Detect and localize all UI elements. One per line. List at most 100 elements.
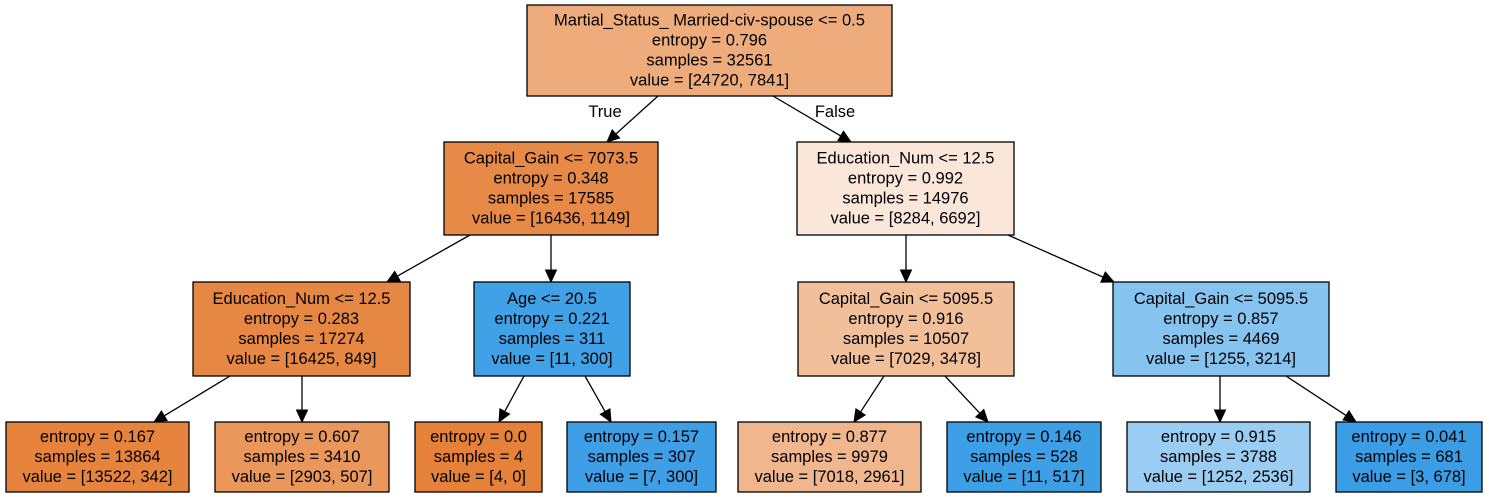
edge-n2-n6: [1007, 234, 1104, 278]
node-text-line: samples = 528: [970, 448, 1078, 466]
node-text-line: entropy = 0.348: [493, 170, 608, 188]
node-text-line: Capital_Gain <= 5095.5: [819, 290, 993, 308]
arrowhead-n3-n8: [295, 409, 309, 424]
arrowhead-n3-n7: [152, 410, 168, 423]
node-text-line: entropy = 0.0: [430, 428, 527, 446]
node-text-line: entropy = 0.041: [1351, 428, 1466, 446]
arrowhead-n6-n13: [1213, 409, 1227, 424]
tree-node-n8: entropy = 0.607 samples = 3410 value = [29…: [214, 421, 390, 493]
tree-node-n10: entropy = 0.157 samples = 307 value = [7, …: [566, 421, 717, 493]
tree-node-n7: entropy = 0.167 samples = 13864 value = [1…: [5, 421, 190, 493]
edge-n0-n2: [772, 95, 841, 137]
node-text-line: samples = 3410: [244, 448, 361, 466]
node-text-line: samples = 311: [499, 330, 606, 348]
node-text-line: value = [11, 300]: [491, 350, 612, 368]
node-text-line: entropy = 0.992: [848, 170, 963, 188]
tree-node-n4: Age <= 20.5 entropy = 0.221 samples = 311 v…: [473, 281, 631, 377]
node-text-line: entropy = 0.157: [584, 428, 699, 446]
node-text-line: value = [7, 300]: [585, 468, 698, 486]
node-text-line: entropy = 0.146: [966, 428, 1081, 446]
node-text-line: Education_Num <= 12.5: [817, 150, 995, 168]
node-box: [796, 141, 1015, 236]
arrowhead-n0-n1: [606, 128, 621, 143]
edge-n0-n1: [615, 95, 659, 135]
node-text-line: samples = 681: [1355, 448, 1463, 466]
node-text-line: entropy = 0.167: [40, 428, 155, 446]
node-text-line: entropy = 0.916: [848, 310, 963, 328]
tree-node-n13: entropy = 0.915 samples = 3788 value = [12…: [1126, 421, 1311, 493]
node-text-line: samples = 14976: [842, 190, 968, 208]
node-text-line: samples = 4: [434, 448, 523, 466]
node-text-line: value = [16425, 849]: [227, 350, 377, 368]
node-text-line: entropy = 0.607: [244, 428, 359, 446]
node-text-line: entropy = 0.221: [494, 310, 609, 328]
node-text-line: entropy = 0.283: [244, 310, 359, 328]
edge-n3-n7: [163, 375, 231, 417]
node-text-line: value = [7029, 3478]: [831, 350, 981, 368]
edge-n1-n3: [397, 234, 471, 277]
edges-layer: [152, 95, 1358, 424]
edge-label-true: True: [588, 103, 621, 121]
node-text-line: samples = 10507: [843, 330, 969, 348]
node-text-line: value = [7018, 2961]: [755, 468, 905, 486]
node-box: [1112, 281, 1330, 377]
arrowhead-n2-n5: [899, 269, 913, 284]
node-text-line: value = [16436, 1149]: [472, 210, 630, 228]
node-box: [1126, 421, 1311, 493]
arrowhead-n4-n10: [599, 407, 612, 424]
tree-node-n9: entropy = 0.0 samples = 4 value = [4, 0]: [414, 421, 543, 493]
node-text-line: samples = 9979: [771, 448, 888, 466]
node-text-line: entropy = 0.877: [772, 428, 887, 446]
node-text-line: Age <= 20.5: [507, 290, 597, 308]
node-text-line: value = [1255, 3214]: [1146, 350, 1296, 368]
node-text-line: Capital_Gain <= 7073.5: [464, 150, 638, 168]
arrowhead-n1-n3: [385, 270, 402, 283]
tree-node-n11: entropy = 0.877 samples = 9979 value = [70…: [737, 421, 922, 493]
tree-node-n12: entropy = 0.146 samples = 528 value = [11,…: [946, 421, 1102, 493]
node-box: [797, 281, 1015, 377]
arrowhead-n6-n14: [1342, 409, 1358, 423]
node-text-line: samples = 17585: [488, 190, 614, 208]
tree-node-n5: Capital_Gain <= 5095.5 entropy = 0.916 sam…: [797, 281, 1015, 377]
arrowhead-n0-n2: [837, 130, 853, 143]
node-text-line: value = [11, 517]: [963, 468, 1084, 486]
nodes-layer: Martial_Status_ Married-civ-spouse <= 0.…: [5, 4, 1483, 493]
node-text-line: value = [8284, 6692]: [831, 210, 981, 228]
node-box: [737, 421, 922, 493]
tree-node-n1: Capital_Gain <= 7073.5 entropy = 0.348 sam…: [443, 141, 659, 236]
arrowhead-n5-n12: [974, 408, 989, 423]
node-text-line: samples = 32561: [646, 52, 772, 70]
node-box: [526, 4, 893, 97]
node-box: [473, 281, 631, 377]
edge-n6-n14: [1285, 375, 1347, 416]
node-text-line: Education_Num <= 12.5: [213, 290, 391, 308]
arrowhead-n4-n9: [498, 407, 511, 424]
node-text-line: entropy = 0.857: [1163, 310, 1278, 328]
tree-node-n6: Capital_Gain <= 5095.5 entropy = 0.857 sam…: [1112, 281, 1330, 377]
node-text-line: samples = 307: [588, 448, 696, 466]
node-box: [566, 421, 717, 493]
node-text-line: samples = 13864: [34, 448, 160, 466]
node-text-line: entropy = 0.796: [652, 32, 767, 50]
tree-node-n2: Education_Num <= 12.5 entropy = 0.992 samp…: [796, 141, 1015, 236]
node-box: [5, 421, 190, 493]
node-box: [1335, 421, 1483, 493]
edge-label-false: False: [815, 103, 855, 121]
tree-node-n3: Education_Num <= 12.5 entropy = 0.283 samp…: [192, 281, 411, 377]
node-text-line: value = [2903, 507]: [232, 468, 373, 486]
node-text-line: entropy = 0.915: [1161, 428, 1276, 446]
edge-n5-n12: [944, 375, 981, 414]
arrowhead-n2-n6: [1100, 271, 1116, 283]
node-box: [414, 421, 543, 493]
arrowhead-n5-n11: [853, 408, 867, 423]
edge-n4-n10: [584, 375, 606, 412]
arrowhead-n1-n4: [544, 269, 558, 284]
node-text-line: value = [1252, 2536]: [1144, 468, 1294, 486]
node-text-line: Capital_Gain <= 5095.5: [1134, 290, 1308, 308]
node-text-line: value = [4, 0]: [431, 468, 526, 486]
node-text-line: samples = 4469: [1163, 330, 1280, 348]
edge-n4-n9: [504, 375, 525, 412]
tree-node-n0: Martial_Status_ Married-civ-spouse <= 0.…: [526, 4, 893, 97]
node-box: [443, 141, 659, 236]
